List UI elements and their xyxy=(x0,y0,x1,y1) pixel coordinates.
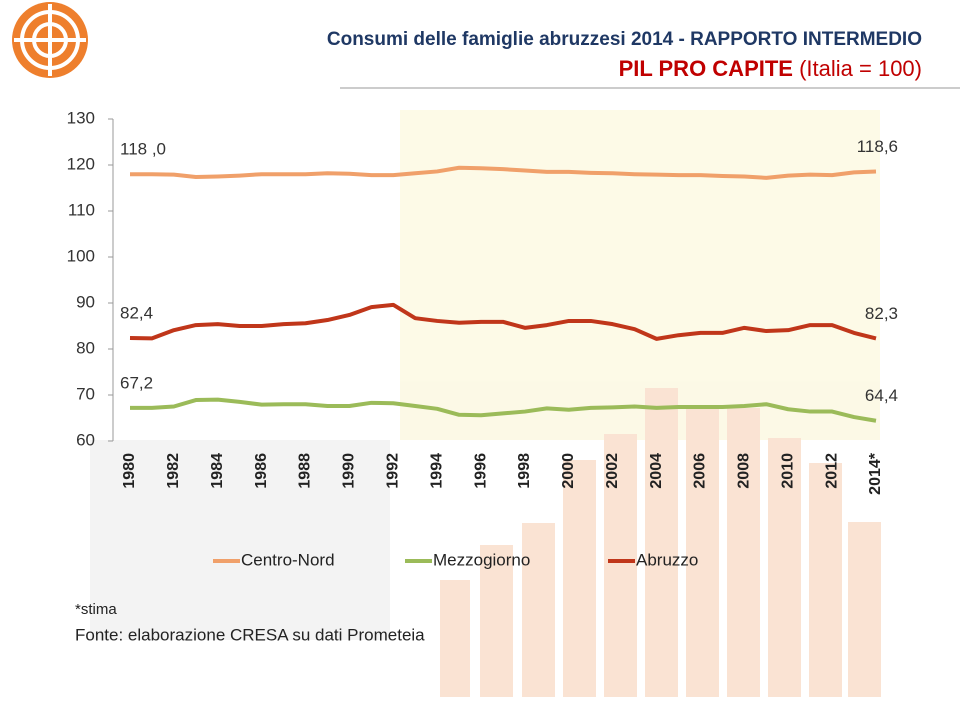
value-label: 82,3 xyxy=(865,304,898,323)
y-tick-label: 60 xyxy=(76,430,95,449)
logo xyxy=(12,2,88,78)
x-tick-label: 1982 xyxy=(165,453,182,489)
x-tick-label: 1992 xyxy=(385,453,402,489)
x-tick-label: 2008 xyxy=(736,453,753,489)
x-tick-label: 2014* xyxy=(867,452,884,495)
value-label: 67,2 xyxy=(120,373,153,392)
line-series xyxy=(129,302,877,341)
legend-label: Abruzzo xyxy=(636,550,698,569)
legend-label: Mezzogiorno xyxy=(433,550,530,569)
value-label: 64,4 xyxy=(865,386,898,405)
note: *stima xyxy=(75,601,117,618)
line-series xyxy=(130,165,877,180)
x-tick-label: 2004 xyxy=(648,453,665,489)
x-tick-label: 2012 xyxy=(823,453,840,489)
source: Fonte: elaborazione CRESA su dati Promet… xyxy=(75,625,425,644)
x-tick-label: 1996 xyxy=(472,453,489,489)
x-tick-label: 2010 xyxy=(779,453,796,489)
y-tick-label: 110 xyxy=(68,200,95,219)
value-label: 118 ,0 xyxy=(120,140,166,159)
background-decoration xyxy=(90,110,881,697)
chart-title: PIL PRO CAPITE (Italia = 100) xyxy=(619,56,922,81)
x-tick-label: 1984 xyxy=(209,453,226,489)
x-tick-label: 1994 xyxy=(428,453,445,489)
x-tick-label: 1990 xyxy=(341,453,358,489)
x-tick-label: 1986 xyxy=(253,453,270,489)
x-tick-label: 1988 xyxy=(297,453,314,489)
title-bold: PIL PRO CAPITE xyxy=(619,56,793,81)
x-tick-label: 2002 xyxy=(604,453,621,489)
value-label: 82,4 xyxy=(120,303,153,322)
x-tick-label: 2000 xyxy=(560,453,577,489)
line-series xyxy=(130,397,877,423)
y-tick-label: 120 xyxy=(67,154,95,173)
y-tick-label: 130 xyxy=(67,108,95,127)
y-tick-label: 80 xyxy=(76,338,95,357)
value-label: 118,6 xyxy=(857,137,898,156)
y-tick-label: 70 xyxy=(76,384,95,403)
y-tick-label: 90 xyxy=(76,292,95,311)
y-tick-label: 100 xyxy=(67,246,95,265)
x-tick-label: 1998 xyxy=(516,453,533,489)
legend-label: Centro-Nord xyxy=(241,550,335,569)
header-title: Consumi delle famiglie abruzzesi 2014 - … xyxy=(327,29,922,50)
title-rest: (Italia = 100) xyxy=(799,56,922,81)
x-tick-label: 2006 xyxy=(692,453,709,489)
x-tick-label: 1980 xyxy=(121,453,138,489)
